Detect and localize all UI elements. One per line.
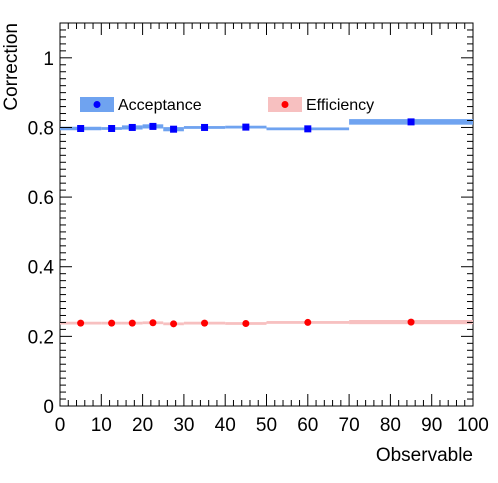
y-tick-label: 0.2: [28, 327, 54, 348]
x-tick-label: 60: [297, 415, 318, 436]
point-efficiency: [242, 319, 250, 327]
point-acceptance: [77, 124, 85, 132]
y-tick-label: 0.4: [28, 258, 55, 279]
y-axis-title: Correction: [1, 23, 22, 111]
legend-marker-acceptance: [93, 101, 101, 108]
point-acceptance: [170, 125, 178, 133]
point-efficiency: [149, 319, 157, 327]
y-tick-label: 0.6: [28, 188, 54, 209]
legend-entry-acceptance: Acceptance: [80, 97, 202, 114]
legend-label-acceptance: Acceptance: [118, 97, 202, 114]
x-axis-title: Observable: [376, 445, 473, 466]
uncertainty-bands: [60, 119, 473, 326]
point-acceptance: [407, 118, 415, 126]
x-tick-label: 30: [173, 415, 194, 436]
legend-label-efficiency: Efficiency: [306, 97, 374, 114]
point-efficiency: [170, 320, 178, 328]
plot-frame: [59, 22, 474, 407]
point-acceptance: [128, 123, 136, 131]
point-acceptance: [242, 123, 250, 131]
x-tick-label: 50: [256, 415, 277, 436]
x-tick-label: 100: [457, 415, 489, 436]
x-tick-label: 0: [55, 415, 66, 436]
y-tick-label: 1: [43, 49, 54, 70]
point-efficiency: [108, 319, 116, 327]
point-acceptance: [108, 124, 116, 132]
point-efficiency: [201, 319, 209, 327]
point-acceptance: [201, 123, 209, 131]
point-efficiency: [304, 318, 312, 326]
legend-marker-efficiency: [281, 101, 289, 108]
axis-ticks: [59, 23, 474, 407]
point-efficiency: [407, 318, 415, 326]
point-efficiency: [77, 319, 85, 327]
point-acceptance: [304, 125, 312, 133]
point-efficiency: [128, 319, 136, 327]
legend-entry-efficiency: Efficiency: [268, 97, 374, 114]
x-tick-label: 40: [215, 415, 236, 436]
x-tick-label: 20: [132, 415, 153, 436]
y-tick-label: 0: [43, 397, 54, 418]
data-markers: [77, 118, 415, 328]
point-acceptance: [149, 122, 157, 130]
x-tick-label: 10: [91, 415, 112, 436]
tick-labels: 0 10 20 30 40 50 60 70 80 90 100 0 0.2 0.4 0.6 0.8 1: [28, 49, 489, 436]
y-tick-label: 0.8: [28, 118, 54, 139]
legend: Acceptance Efficiency: [80, 97, 374, 114]
x-tick-label: 70: [339, 415, 360, 436]
x-tick-label: 80: [380, 415, 401, 436]
x-tick-label: 90: [421, 415, 442, 436]
